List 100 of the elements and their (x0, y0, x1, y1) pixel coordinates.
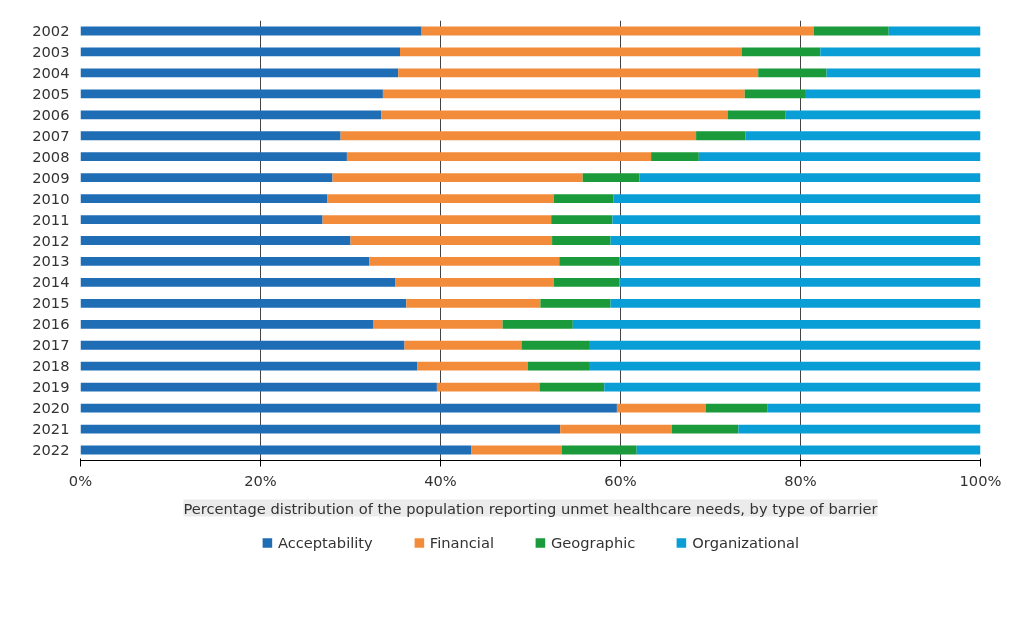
bar (80, 424, 561, 434)
y-tick-label: 2005 (32, 84, 70, 102)
bar (80, 319, 373, 329)
bar (327, 194, 554, 203)
bar (582, 173, 640, 183)
bar (767, 403, 981, 413)
y-tick-label: 2010 (32, 189, 70, 207)
bar (80, 361, 418, 371)
bar (340, 131, 697, 141)
y-tick-label: 2015 (32, 294, 70, 312)
y-tick-label: 2016 (32, 315, 70, 333)
bar (404, 340, 522, 350)
bar (888, 26, 981, 36)
bar (696, 131, 746, 141)
bar (785, 110, 981, 120)
y-tick-label: 2020 (32, 399, 70, 417)
bar (436, 382, 540, 392)
bar (373, 319, 503, 329)
x-tick-label: 0% (68, 471, 93, 489)
bar (559, 257, 620, 266)
y-tick-label: 2011 (32, 210, 70, 228)
bar (80, 152, 347, 162)
bar (610, 298, 981, 308)
bar (540, 298, 611, 308)
bar (572, 319, 981, 329)
bar (80, 89, 383, 99)
bar (589, 361, 981, 371)
bar (406, 298, 541, 308)
bar (636, 445, 981, 455)
bar (322, 215, 552, 224)
x-tick-label: 60% (604, 471, 637, 489)
bar (80, 236, 351, 245)
bar (560, 424, 672, 434)
bar (589, 340, 981, 350)
bar (80, 382, 437, 392)
bar (502, 319, 573, 329)
bar (805, 89, 981, 99)
bar (738, 424, 981, 434)
bar (80, 131, 341, 141)
bar (521, 340, 590, 350)
bar (398, 68, 759, 78)
bar (539, 382, 605, 392)
bar (369, 257, 560, 266)
legend-label: Financial (429, 533, 494, 551)
bar (698, 152, 981, 162)
bar (562, 445, 637, 455)
bar (80, 298, 407, 308)
y-tick-label: 2004 (32, 63, 70, 81)
bar (400, 47, 742, 57)
bar (80, 340, 405, 350)
x-tick-label: 20% (244, 471, 277, 489)
bar (616, 403, 706, 413)
bar (346, 152, 652, 162)
bar (814, 26, 889, 36)
legend-label: Acceptability (277, 533, 373, 551)
bar (744, 89, 806, 99)
bar (758, 68, 827, 78)
y-tick-label: 2007 (32, 126, 70, 144)
bar (820, 47, 981, 57)
legend-label: Geographic (550, 533, 636, 551)
bar (395, 278, 554, 287)
bar (381, 110, 728, 120)
bar (553, 194, 614, 203)
bar (826, 68, 981, 78)
y-tick-label: 2003 (32, 42, 70, 60)
y-tick-label: 2022 (32, 441, 70, 459)
y-tick-label: 2019 (32, 378, 70, 396)
bar (80, 257, 370, 266)
bar (651, 152, 699, 162)
bar (382, 89, 745, 99)
bar (80, 278, 396, 287)
y-tick-label: 2009 (32, 168, 70, 186)
x-tick-label: 80% (784, 471, 817, 489)
x-tick-label: 40% (424, 471, 457, 489)
bar (745, 131, 981, 141)
bar (619, 278, 981, 287)
bar (471, 445, 562, 455)
bar (671, 424, 739, 434)
bar (80, 68, 399, 78)
y-tick-label: 2012 (32, 231, 70, 249)
bar (610, 236, 981, 245)
bar (553, 278, 620, 287)
bar (80, 110, 382, 120)
bar (332, 173, 583, 183)
y-tick-label: 2013 (32, 252, 70, 270)
text: Percentage distribution of the population reporting unmet healthcare needs, by type of barrier (183, 499, 879, 517)
bar (706, 403, 768, 413)
y-tick-label: 2021 (32, 420, 70, 438)
bar (80, 403, 617, 413)
y-tick-label: 2014 (32, 273, 70, 291)
bar (612, 215, 981, 224)
bar (80, 26, 422, 36)
bar (350, 236, 553, 245)
bar (727, 110, 786, 120)
bar (80, 194, 328, 203)
y-tick-label: 2008 (32, 147, 70, 165)
bar (527, 361, 590, 371)
bar (619, 257, 981, 266)
bar (604, 382, 981, 392)
bar (742, 47, 821, 57)
